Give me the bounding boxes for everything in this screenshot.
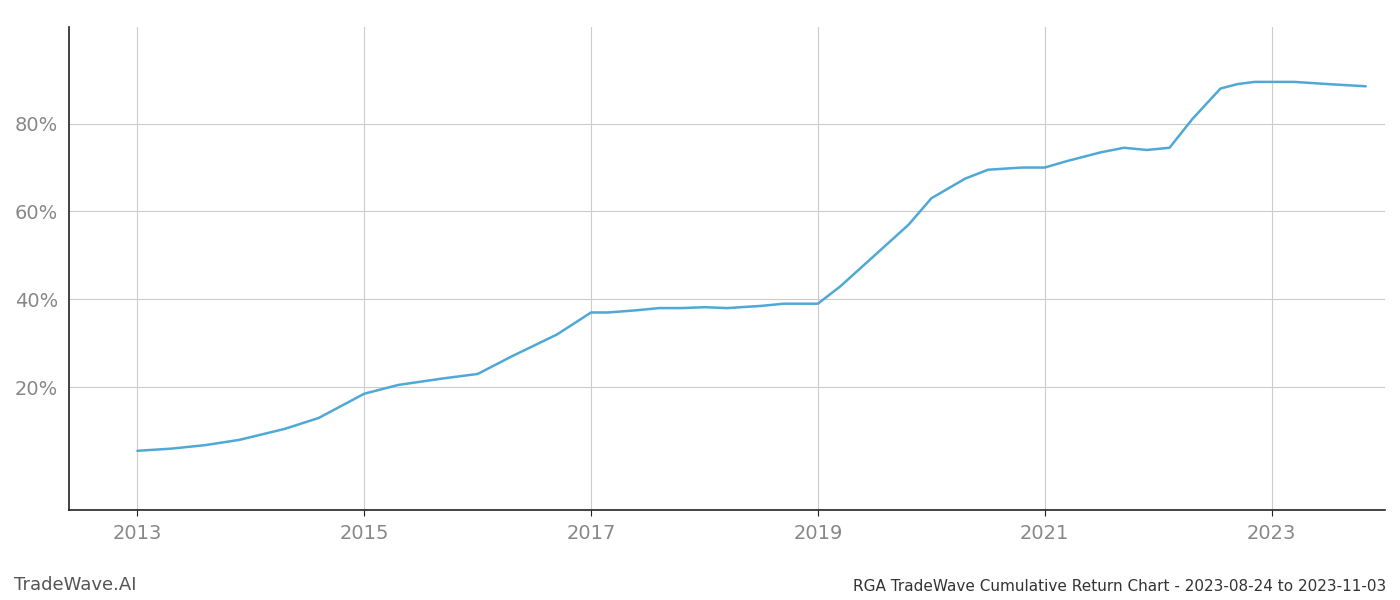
Text: RGA TradeWave Cumulative Return Chart - 2023-08-24 to 2023-11-03: RGA TradeWave Cumulative Return Chart - … <box>853 579 1386 594</box>
Text: TradeWave.AI: TradeWave.AI <box>14 576 137 594</box>
